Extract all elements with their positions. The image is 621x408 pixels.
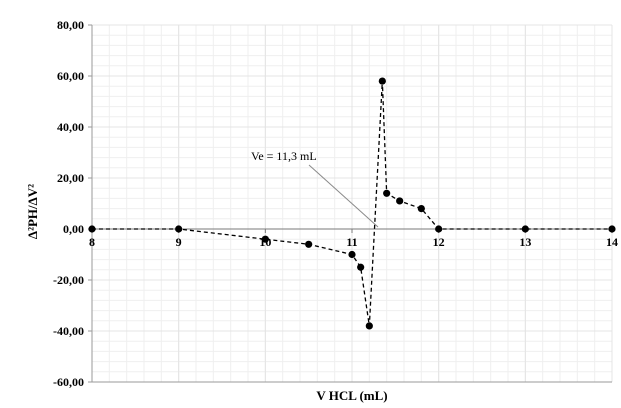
y-tick-label: 20,00 — [57, 171, 84, 185]
axes — [88, 24, 613, 383]
data-point — [383, 189, 391, 197]
x-tick-label: 13 — [519, 235, 531, 249]
annotations: Ve = 11,3 mL — [251, 149, 379, 228]
annotation-leader-line — [308, 164, 379, 228]
data-point — [396, 197, 404, 205]
series — [88, 77, 616, 330]
y-tick-label: 60,00 — [57, 69, 84, 83]
data-point — [357, 263, 365, 271]
x-axis-title: V HCL (mL) — [316, 388, 387, 403]
data-point — [608, 225, 616, 233]
data-point — [348, 250, 356, 259]
x-tick-label: 9 — [176, 235, 182, 249]
data-point — [88, 225, 96, 233]
data-point — [175, 225, 183, 233]
tick-labels: 80,00 60,00 40,00 20,00 0,00 -20,00 -40,00 -60,… — [53, 18, 618, 389]
y-tick-label: 40,00 — [57, 120, 84, 134]
data-point — [261, 235, 269, 243]
y-tick-label: 80,00 — [57, 18, 84, 32]
x-tick-label: 8 — [89, 235, 95, 249]
data-point — [521, 225, 529, 233]
data-point — [435, 225, 443, 233]
data-point — [417, 205, 425, 213]
y-tick-label: -40,00 — [53, 324, 84, 338]
data-point — [305, 240, 313, 248]
annotation-label: Ve = 11,3 mL — [251, 149, 317, 163]
y-axis-title: Δ²PH/ΔV² — [25, 184, 40, 239]
x-tick-label: 12 — [433, 235, 445, 249]
x-tick-label: 14 — [606, 235, 618, 249]
y-tick-label: 0,00 — [63, 222, 84, 236]
y-tick-label: -20,00 — [53, 273, 84, 287]
data-point — [378, 77, 386, 85]
x-tick-label: 11 — [346, 235, 357, 249]
data-point — [365, 322, 373, 330]
y-tick-label: -60,00 — [53, 375, 84, 389]
